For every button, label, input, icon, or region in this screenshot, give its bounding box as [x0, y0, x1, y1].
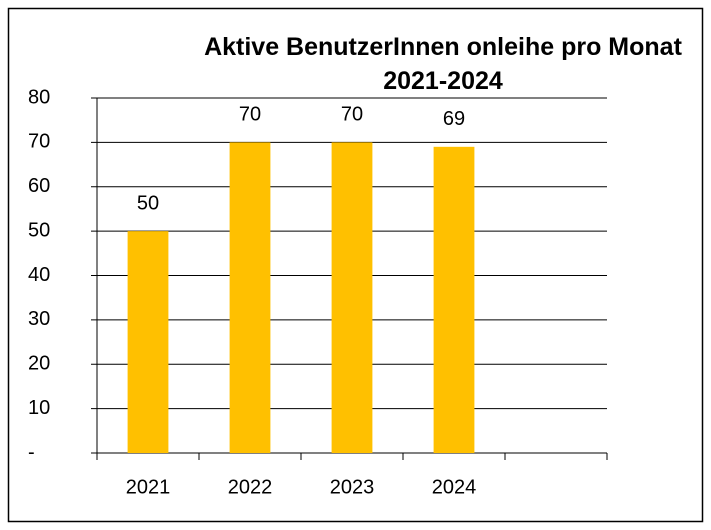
x-tick-label: 2023 [330, 476, 375, 498]
y-tick-label: 50 [28, 219, 50, 241]
chart-title: Aktive BenutzerInnen onleihe pro Monat 2… [204, 33, 682, 95]
data-label: 70 [239, 104, 261, 126]
data-label: 50 [137, 192, 159, 214]
y-tick-label: 70 [28, 131, 50, 153]
x-tick-label: 2024 [432, 476, 477, 498]
x-tick-label: 2021 [126, 476, 171, 498]
bar [229, 142, 271, 453]
y-tick-label: 30 [28, 308, 50, 330]
data-label: 70 [341, 104, 363, 126]
y-tick-label: 40 [28, 264, 50, 286]
y-tick-label: - [28, 441, 35, 463]
y-tick-label: 20 [28, 353, 50, 375]
y-tick-label: 80 [28, 86, 50, 108]
bar [331, 142, 373, 453]
bar [127, 231, 169, 453]
y-tick-label: 60 [28, 175, 50, 197]
x-tick-label: 2022 [228, 476, 273, 498]
bar [433, 146, 475, 453]
y-tick-label: 10 [28, 397, 50, 419]
data-label: 69 [443, 108, 465, 130]
